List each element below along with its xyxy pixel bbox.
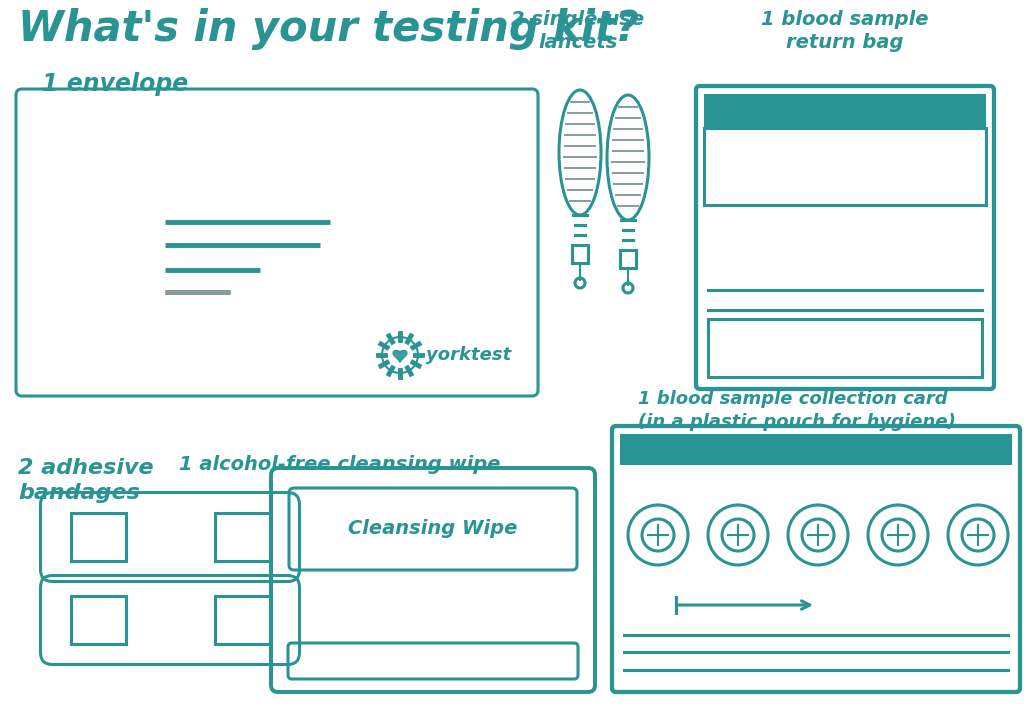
Text: 2 single-use
lancets: 2 single-use lancets — [511, 10, 645, 52]
Bar — [705, 94, 986, 128]
Bar — [214, 513, 269, 561]
Text: 1 envelope: 1 envelope — [42, 72, 188, 96]
Polygon shape — [393, 350, 407, 362]
Text: 2 adhesive
bandages: 2 adhesive bandages — [18, 458, 154, 503]
Bar — [708, 319, 982, 377]
Text: What's in your testing kit?: What's in your testing kit? — [18, 8, 639, 50]
Text: 1 alcohol-free cleansing wipe: 1 alcohol-free cleansing wipe — [179, 455, 501, 474]
Bar — [214, 596, 269, 644]
Bar — [705, 128, 986, 205]
Text: Cleansing Wipe: Cleansing Wipe — [348, 520, 518, 539]
Text: 1 blood sample collection card
(in a plastic pouch for hygiene): 1 blood sample collection card (in a pla… — [638, 390, 955, 431]
Bar — [71, 596, 126, 644]
Bar — [71, 513, 126, 561]
Text: yorktest: yorktest — [426, 346, 511, 364]
Bar — [620, 434, 1012, 465]
Text: 1 blood sample
return bag: 1 blood sample return bag — [761, 10, 929, 52]
